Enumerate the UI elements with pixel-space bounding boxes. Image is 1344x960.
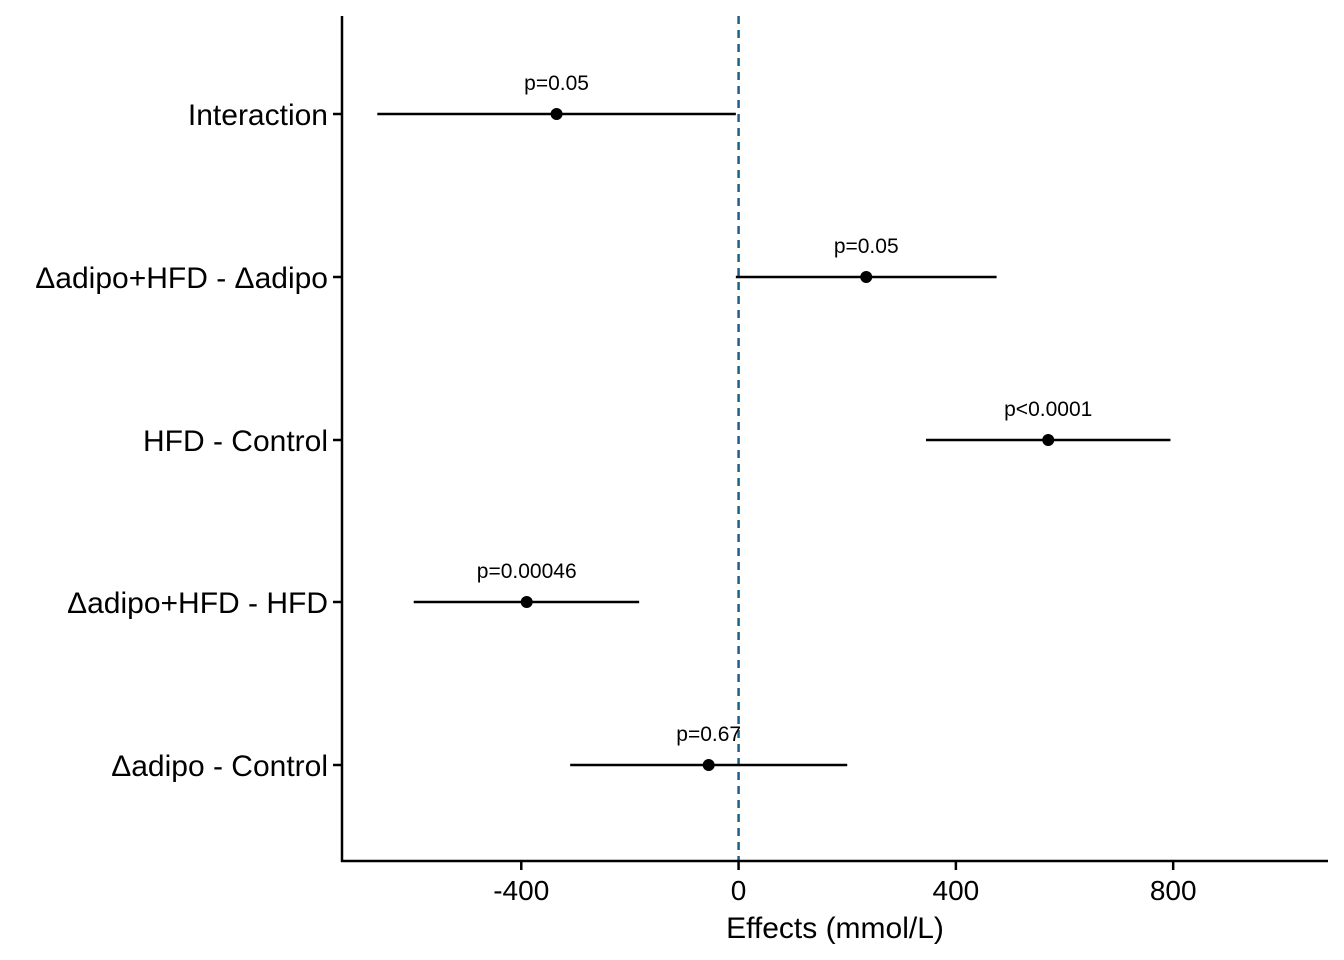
x-tick-label: 0: [731, 875, 747, 906]
x-tick-label: 800: [1150, 875, 1197, 906]
y-category-label: Δadipo - Control: [111, 750, 328, 783]
estimate-point: [702, 759, 715, 771]
p-value-label: p<0.0001: [1004, 398, 1092, 421]
axes: [333, 16, 1328, 870]
x-tick-label: 400: [933, 875, 980, 906]
p-value-label: p=0.05: [524, 72, 589, 95]
estimate-marks: [377, 108, 1171, 771]
estimate-point: [860, 271, 873, 283]
p-value-label: p=0.67: [676, 723, 741, 746]
estimate-point: [520, 596, 533, 608]
x-axis-title: Effects (mmol/L): [726, 912, 944, 945]
y-category-label: Δadipo+HFD - HFD: [67, 587, 328, 620]
y-category-label: Interaction: [188, 99, 328, 132]
p-value-label: p=0.05: [834, 235, 899, 258]
x-tick-label: -400: [493, 875, 549, 906]
axis-labels: -400 0 400 800 Interaction p=0.05 Δadipo+HFD -…: [35, 72, 1196, 906]
y-category-label: HFD - Control: [143, 425, 328, 458]
estimate-point: [550, 108, 563, 120]
p-value-label: p=0.00046: [477, 560, 577, 583]
estimate-point: [1042, 434, 1055, 446]
y-category-label: Δadipo+HFD - Δadipo: [35, 262, 328, 295]
